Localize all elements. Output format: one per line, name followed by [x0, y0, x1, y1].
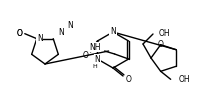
Text: O: O [17, 29, 23, 37]
Text: NH: NH [89, 43, 101, 52]
Text: N: N [37, 34, 43, 43]
Text: H: H [92, 64, 97, 68]
Text: O: O [17, 29, 23, 38]
Text: O: O [83, 52, 88, 60]
Text: O: O [158, 40, 164, 49]
Text: OH: OH [179, 75, 190, 84]
Text: O: O [126, 75, 132, 84]
Text: N: N [67, 21, 73, 29]
Text: N: N [58, 28, 64, 37]
Text: N: N [110, 28, 116, 37]
Text: OH: OH [159, 29, 171, 38]
Text: N: N [95, 55, 100, 64]
